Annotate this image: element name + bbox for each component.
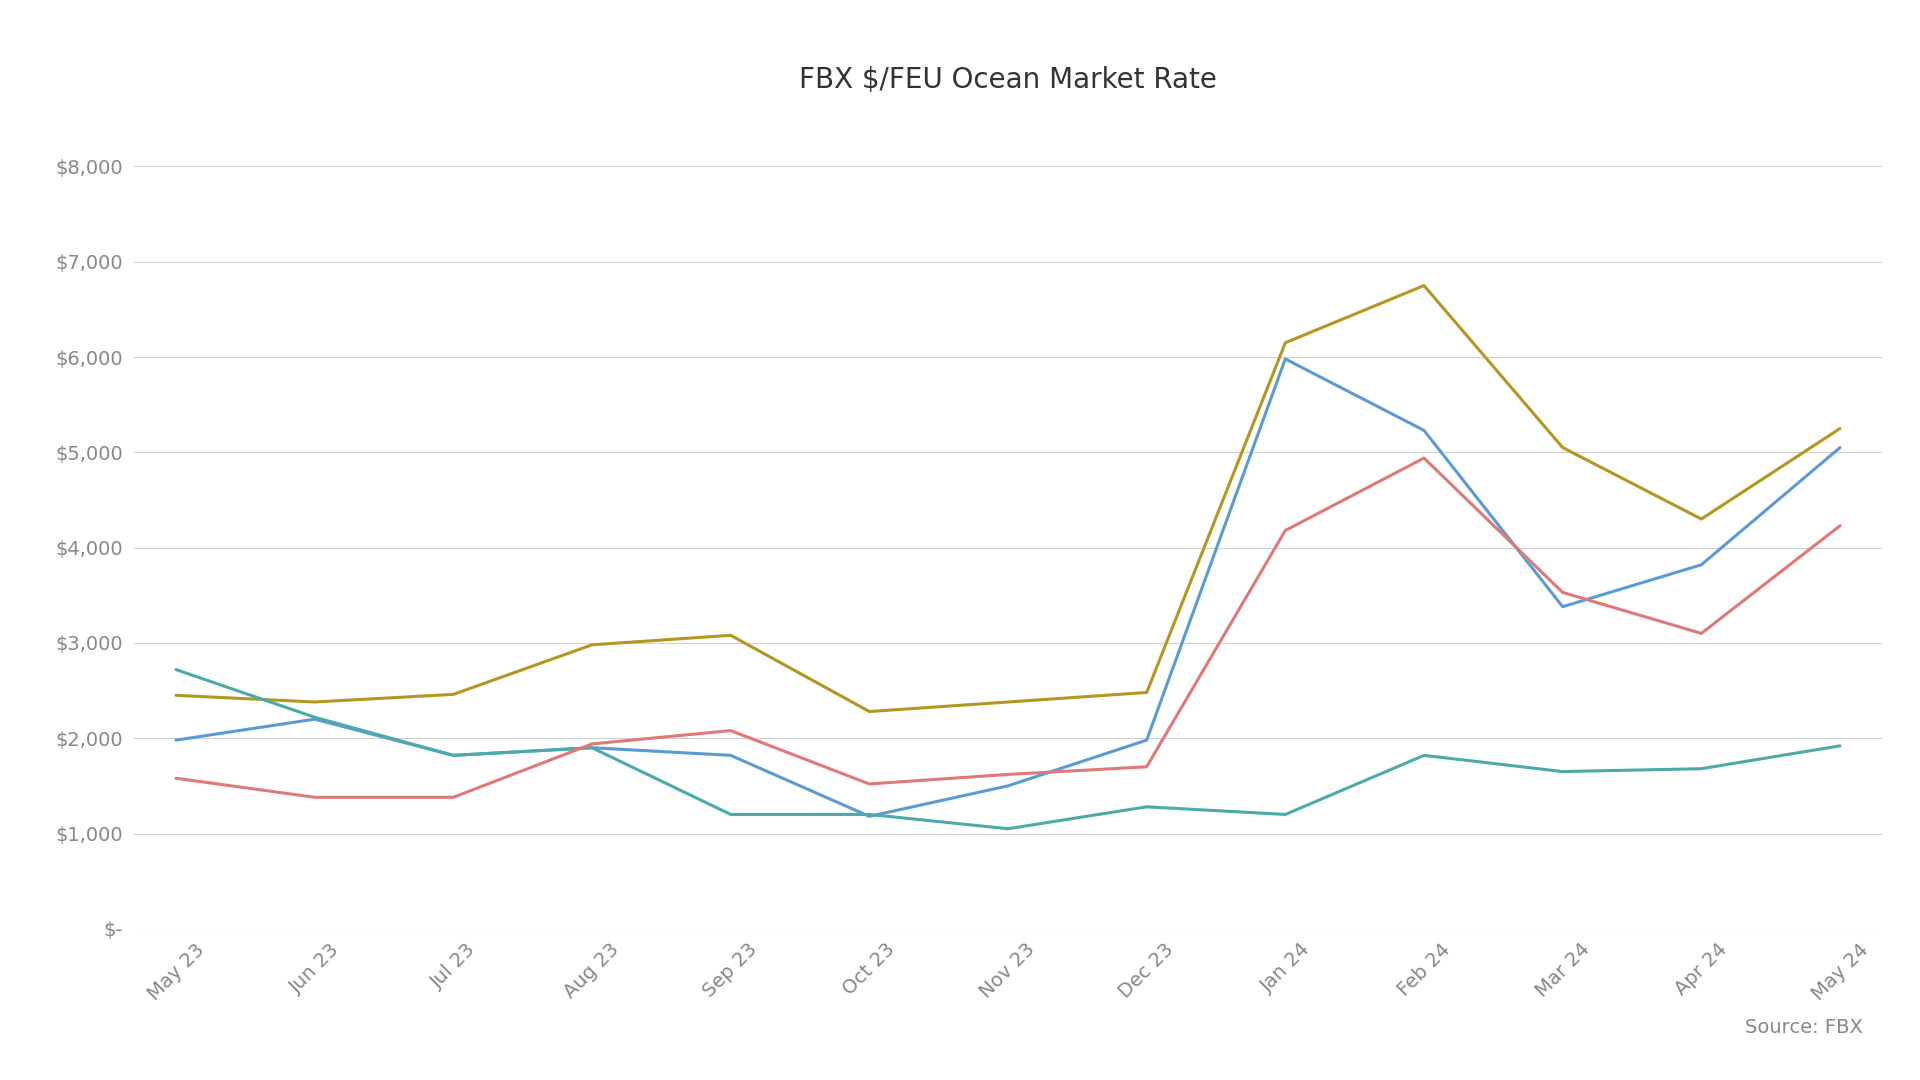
CN-EU <box>1273 352 1296 365</box>
CN-USEC <box>580 638 603 651</box>
CN-EU <box>996 780 1020 793</box>
CN-USWC <box>165 772 188 785</box>
CN-EU <box>1413 424 1436 437</box>
Line: EU-US: EU-US <box>177 670 1839 828</box>
CN-USEC <box>165 689 188 702</box>
CN-EU <box>720 748 743 761</box>
Line: CN-USEC: CN-USEC <box>177 285 1839 712</box>
CN-USWC <box>580 738 603 751</box>
Text: Source: FBX: Source: FBX <box>1745 1017 1862 1037</box>
CN-USWC <box>720 724 743 737</box>
EU-US <box>1273 808 1296 821</box>
CN-USEC <box>1273 336 1296 349</box>
CN-EU <box>1551 600 1574 613</box>
Line: CN-USWC: CN-USWC <box>177 458 1839 797</box>
Line: CN-EU: CN-EU <box>177 359 1839 816</box>
CN-EU <box>303 713 326 726</box>
EU-US <box>580 741 603 754</box>
CN-USWC <box>442 791 465 804</box>
CN-USWC <box>1828 519 1851 532</box>
CN-USEC <box>1135 686 1158 699</box>
CN-USEC <box>858 705 881 718</box>
EU-US <box>1551 765 1574 778</box>
CN-USWC <box>1135 760 1158 773</box>
CN-EU <box>442 748 465 761</box>
CN-USWC <box>1551 586 1574 599</box>
CN-USEC <box>1413 279 1436 292</box>
CN-USEC <box>996 696 1020 708</box>
CN-EU <box>858 810 881 823</box>
EU-US <box>858 808 881 821</box>
CN-USEC <box>1690 513 1713 526</box>
CN-EU <box>1135 733 1158 746</box>
EU-US <box>720 808 743 821</box>
CN-USEC <box>720 629 743 642</box>
CN-EU <box>1690 558 1713 571</box>
EU-US <box>1413 748 1436 761</box>
CN-EU <box>580 741 603 754</box>
CN-USWC <box>1273 524 1296 537</box>
Title: FBX $/FEU Ocean Market Rate: FBX $/FEU Ocean Market Rate <box>799 66 1217 94</box>
CN-USWC <box>303 791 326 804</box>
EU-US <box>442 748 465 761</box>
CN-EU <box>165 733 188 746</box>
CN-USWC <box>1690 626 1713 639</box>
EU-US <box>1135 800 1158 813</box>
CN-USWC <box>858 778 881 791</box>
CN-USWC <box>1413 451 1436 464</box>
CN-EU <box>1828 441 1851 454</box>
CN-USWC <box>996 768 1020 781</box>
CN-USEC <box>442 688 465 701</box>
EU-US <box>996 822 1020 835</box>
EU-US <box>303 711 326 724</box>
EU-US <box>1690 762 1713 775</box>
CN-USEC <box>303 696 326 708</box>
CN-USEC <box>1551 441 1574 454</box>
CN-USEC <box>1828 422 1851 435</box>
EU-US <box>165 663 188 676</box>
EU-US <box>1828 740 1851 753</box>
